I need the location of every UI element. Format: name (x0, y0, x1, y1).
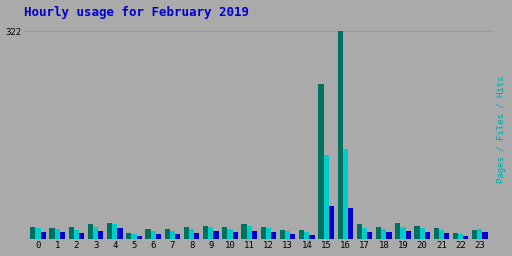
Bar (395, 223, 400, 239)
Bar (453, 233, 458, 239)
Bar (112, 225, 117, 239)
Text: Hourly usage for February 2019: Hourly usage for February 2019 (25, 6, 249, 18)
Bar (477, 229, 482, 239)
Bar (145, 229, 151, 239)
Bar (165, 229, 170, 239)
Bar (69, 227, 74, 239)
Bar (472, 230, 477, 239)
Bar (74, 230, 79, 239)
Bar (482, 232, 487, 239)
Bar (414, 226, 420, 239)
Bar (88, 225, 93, 239)
Bar (290, 233, 295, 239)
Bar (79, 233, 84, 239)
Bar (406, 231, 411, 239)
Bar (444, 233, 449, 239)
Bar (309, 235, 315, 239)
Bar (376, 227, 381, 239)
Bar (137, 236, 142, 239)
Bar (266, 228, 271, 239)
Bar (184, 227, 189, 239)
Bar (242, 225, 247, 239)
Bar (280, 230, 285, 239)
Bar (434, 228, 439, 239)
Bar (151, 231, 156, 239)
Bar (324, 155, 329, 239)
Bar (175, 233, 180, 239)
Bar (35, 228, 40, 239)
Bar (285, 231, 290, 239)
Bar (222, 227, 227, 239)
Bar (387, 232, 392, 239)
Bar (362, 228, 367, 239)
Bar (463, 236, 468, 239)
Bar (98, 231, 103, 239)
Bar (40, 232, 46, 239)
Bar (194, 233, 199, 239)
Bar (117, 228, 122, 239)
Bar (126, 233, 132, 239)
Bar (214, 231, 219, 239)
Bar (337, 31, 343, 239)
Bar (189, 229, 194, 239)
Bar (458, 234, 463, 239)
Bar (400, 227, 406, 239)
Bar (30, 227, 35, 239)
Bar (348, 208, 353, 239)
Bar (55, 229, 60, 239)
Bar (49, 228, 55, 239)
Bar (304, 232, 309, 239)
Y-axis label: Pages / Files / Hits: Pages / Files / Hits (498, 76, 506, 183)
Bar (93, 227, 98, 239)
Bar (132, 234, 137, 239)
Bar (60, 232, 65, 239)
Bar (170, 231, 175, 239)
Bar (107, 222, 112, 239)
Bar (343, 148, 348, 239)
Bar (271, 232, 276, 239)
Bar (420, 228, 425, 239)
Bar (232, 232, 238, 239)
Bar (252, 231, 257, 239)
Bar (156, 233, 161, 239)
Bar (357, 225, 362, 239)
Bar (203, 226, 208, 239)
Bar (367, 232, 372, 239)
Bar (299, 230, 304, 239)
Bar (381, 229, 387, 239)
Bar (318, 84, 324, 239)
Bar (208, 227, 214, 239)
Bar (425, 232, 430, 239)
Bar (439, 230, 444, 239)
Bar (227, 229, 232, 239)
Bar (329, 207, 334, 239)
Bar (261, 227, 266, 239)
Bar (247, 226, 252, 239)
